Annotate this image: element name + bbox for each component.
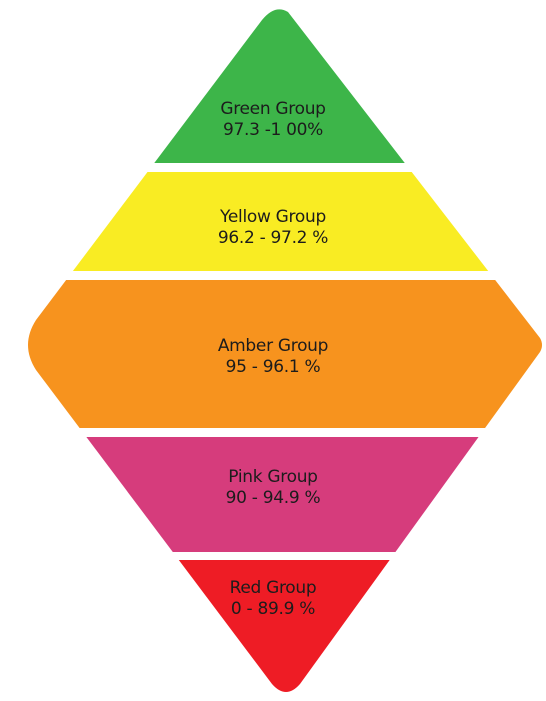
- amber-group-name: Amber Group: [217, 336, 329, 356]
- green-group-range: 97.3 -1 00%: [222, 120, 324, 140]
- pink-group-range: 90 - 94.9 %: [225, 488, 321, 508]
- amber-group-label: Amber Group 95 - 96.1 %: [0, 336, 546, 378]
- red-group-label: Red Group 0 - 89.9 %: [0, 578, 546, 620]
- green-group-name: Green Group: [220, 99, 326, 119]
- amber-group-band: [28, 280, 542, 428]
- pink-group-name: Pink Group: [228, 467, 318, 487]
- red-group-name: Red Group: [229, 578, 317, 598]
- green-group-label: Green Group 97.3 -1 00%: [0, 99, 546, 141]
- yellow-group-label: Yellow Group 96.2 - 97.2 %: [0, 207, 546, 249]
- pink-group-label: Pink Group 90 - 94.9 %: [0, 467, 546, 509]
- yellow-group-range: 96.2 - 97.2 %: [217, 228, 329, 248]
- red-group-range: 0 - 89.9 %: [230, 599, 316, 619]
- amber-group-range: 95 - 96.1 %: [225, 357, 321, 377]
- yellow-group-name: Yellow Group: [220, 207, 326, 227]
